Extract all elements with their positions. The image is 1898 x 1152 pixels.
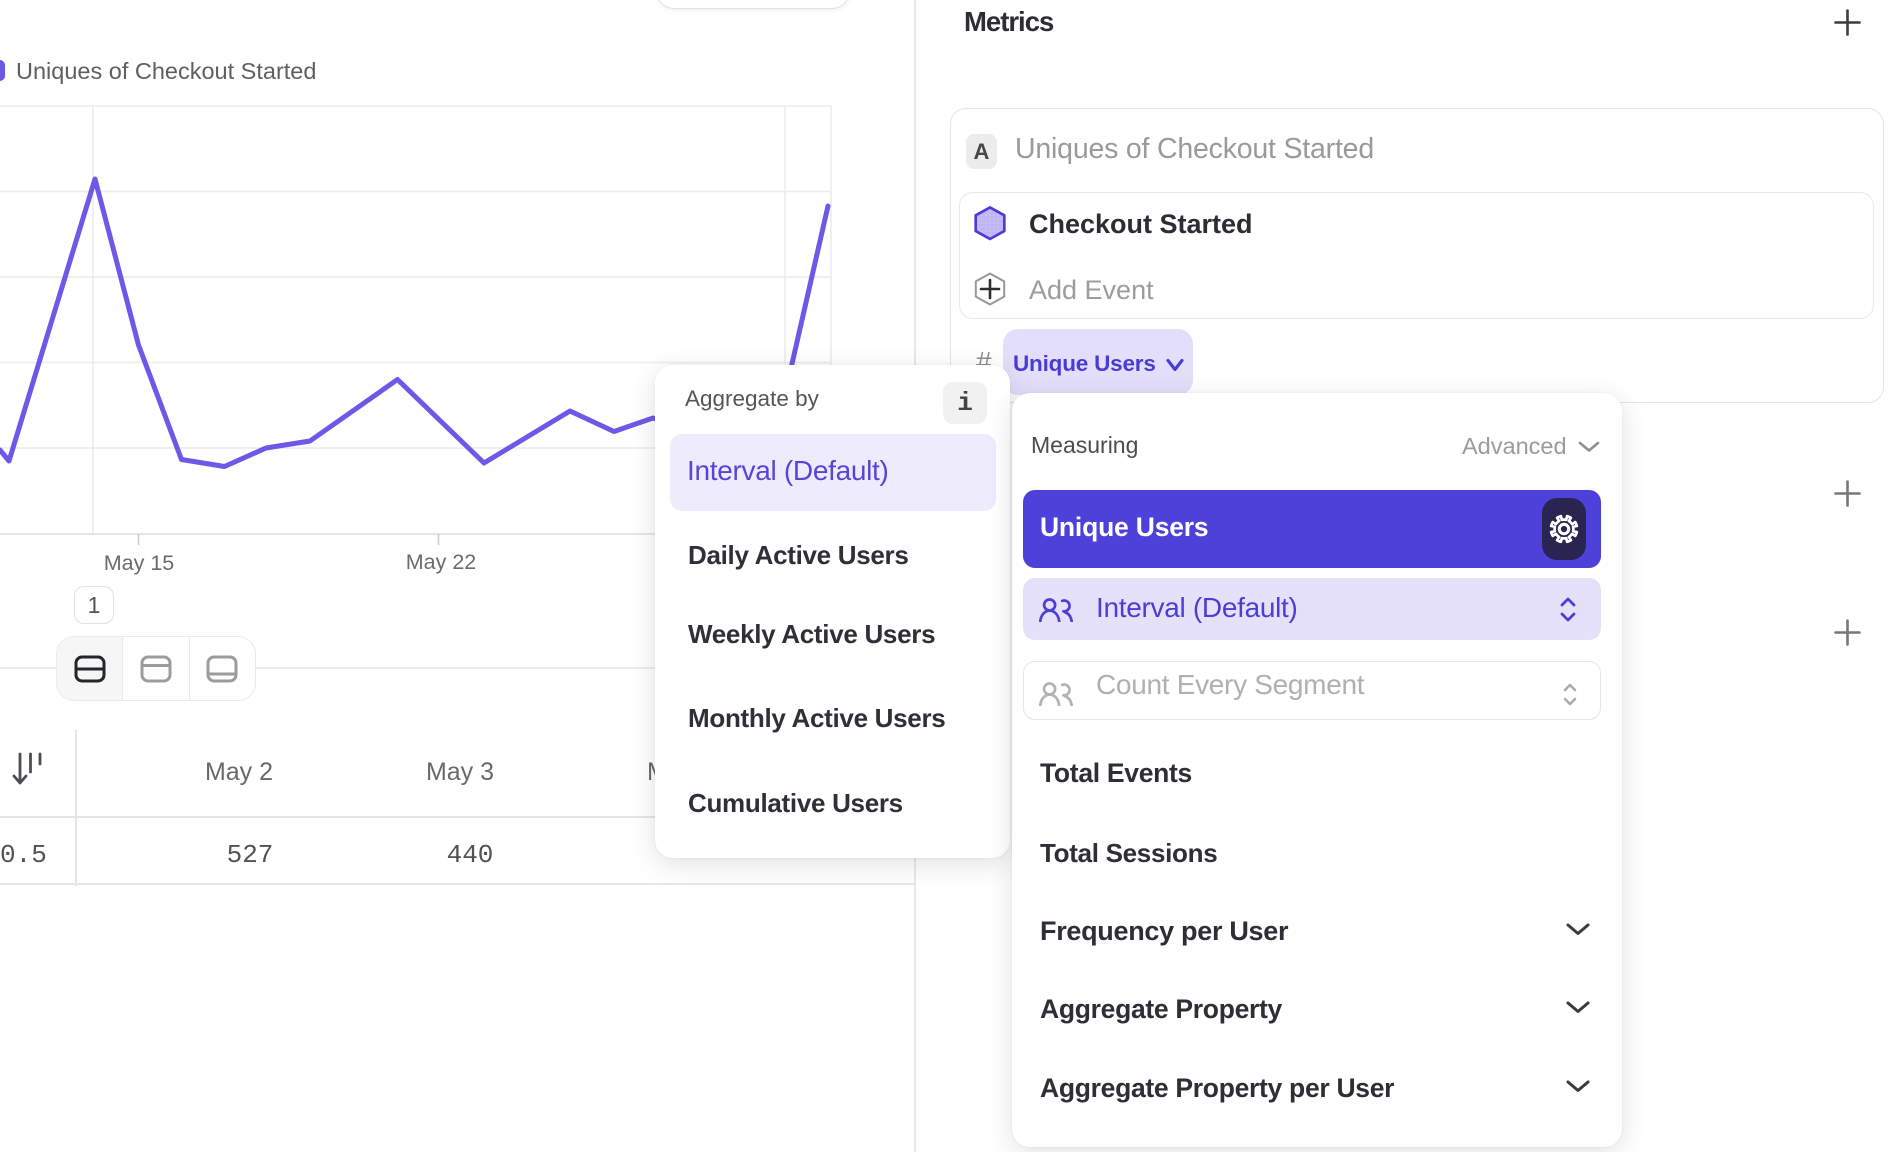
svg-text:Uniques of Checkout Started: Uniques of Checkout Started (16, 58, 316, 84)
svg-text:May 15: May 15 (104, 551, 175, 575)
svg-text:May 22: May 22 (406, 550, 477, 574)
